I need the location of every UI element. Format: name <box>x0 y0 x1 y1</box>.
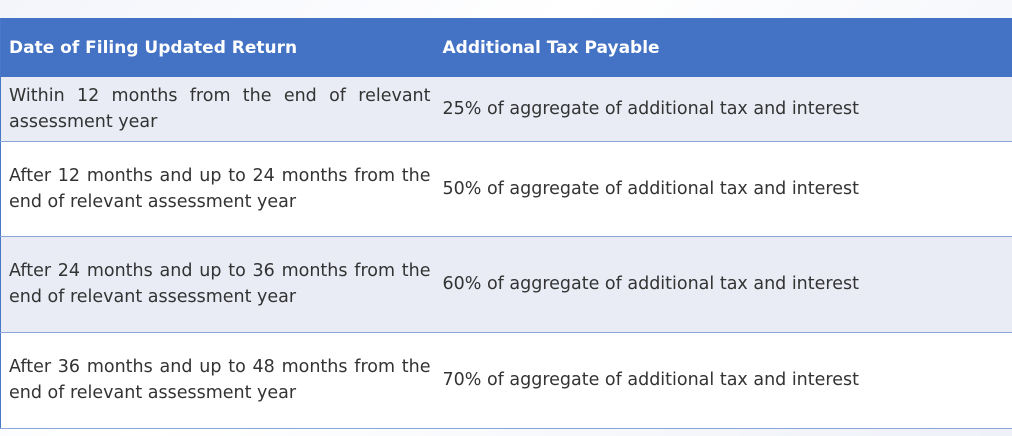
table-header: Date of Filing Updated Return Additional… <box>0 18 1012 77</box>
tax-table: Date of Filing Updated Return Additional… <box>0 18 1012 429</box>
header-additional-tax: Additional Tax Payable <box>434 18 1012 77</box>
header-date-of-filing: Date of Filing Updated Return <box>0 18 435 77</box>
date-cell: After 24 months and up to 36 months from… <box>0 236 435 333</box>
table-body: Within 12 months from the end of relevan… <box>0 77 1012 429</box>
tax-cell: 25% of aggregate of additional tax and i… <box>434 77 1012 142</box>
table-row: After 36 months and up to 48 months from… <box>0 332 1012 429</box>
table-row: Within 12 months from the end of relevan… <box>0 77 1012 142</box>
tax-cell: 70% of aggregate of additional tax and i… <box>434 332 1012 429</box>
date-cell: After 12 months and up to 24 months from… <box>0 141 435 237</box>
tax-cell: 50% of aggregate of additional tax and i… <box>434 141 1012 237</box>
table-row: After 12 months and up to 24 months from… <box>0 141 1012 237</box>
table-row: After 24 months and up to 36 months from… <box>0 236 1012 333</box>
tax-cell: 60% of aggregate of additional tax and i… <box>434 236 1012 333</box>
date-cell: After 36 months and up to 48 months from… <box>0 332 435 429</box>
date-cell: Within 12 months from the end of relevan… <box>0 77 435 142</box>
header-row: Date of Filing Updated Return Additional… <box>0 18 1012 77</box>
